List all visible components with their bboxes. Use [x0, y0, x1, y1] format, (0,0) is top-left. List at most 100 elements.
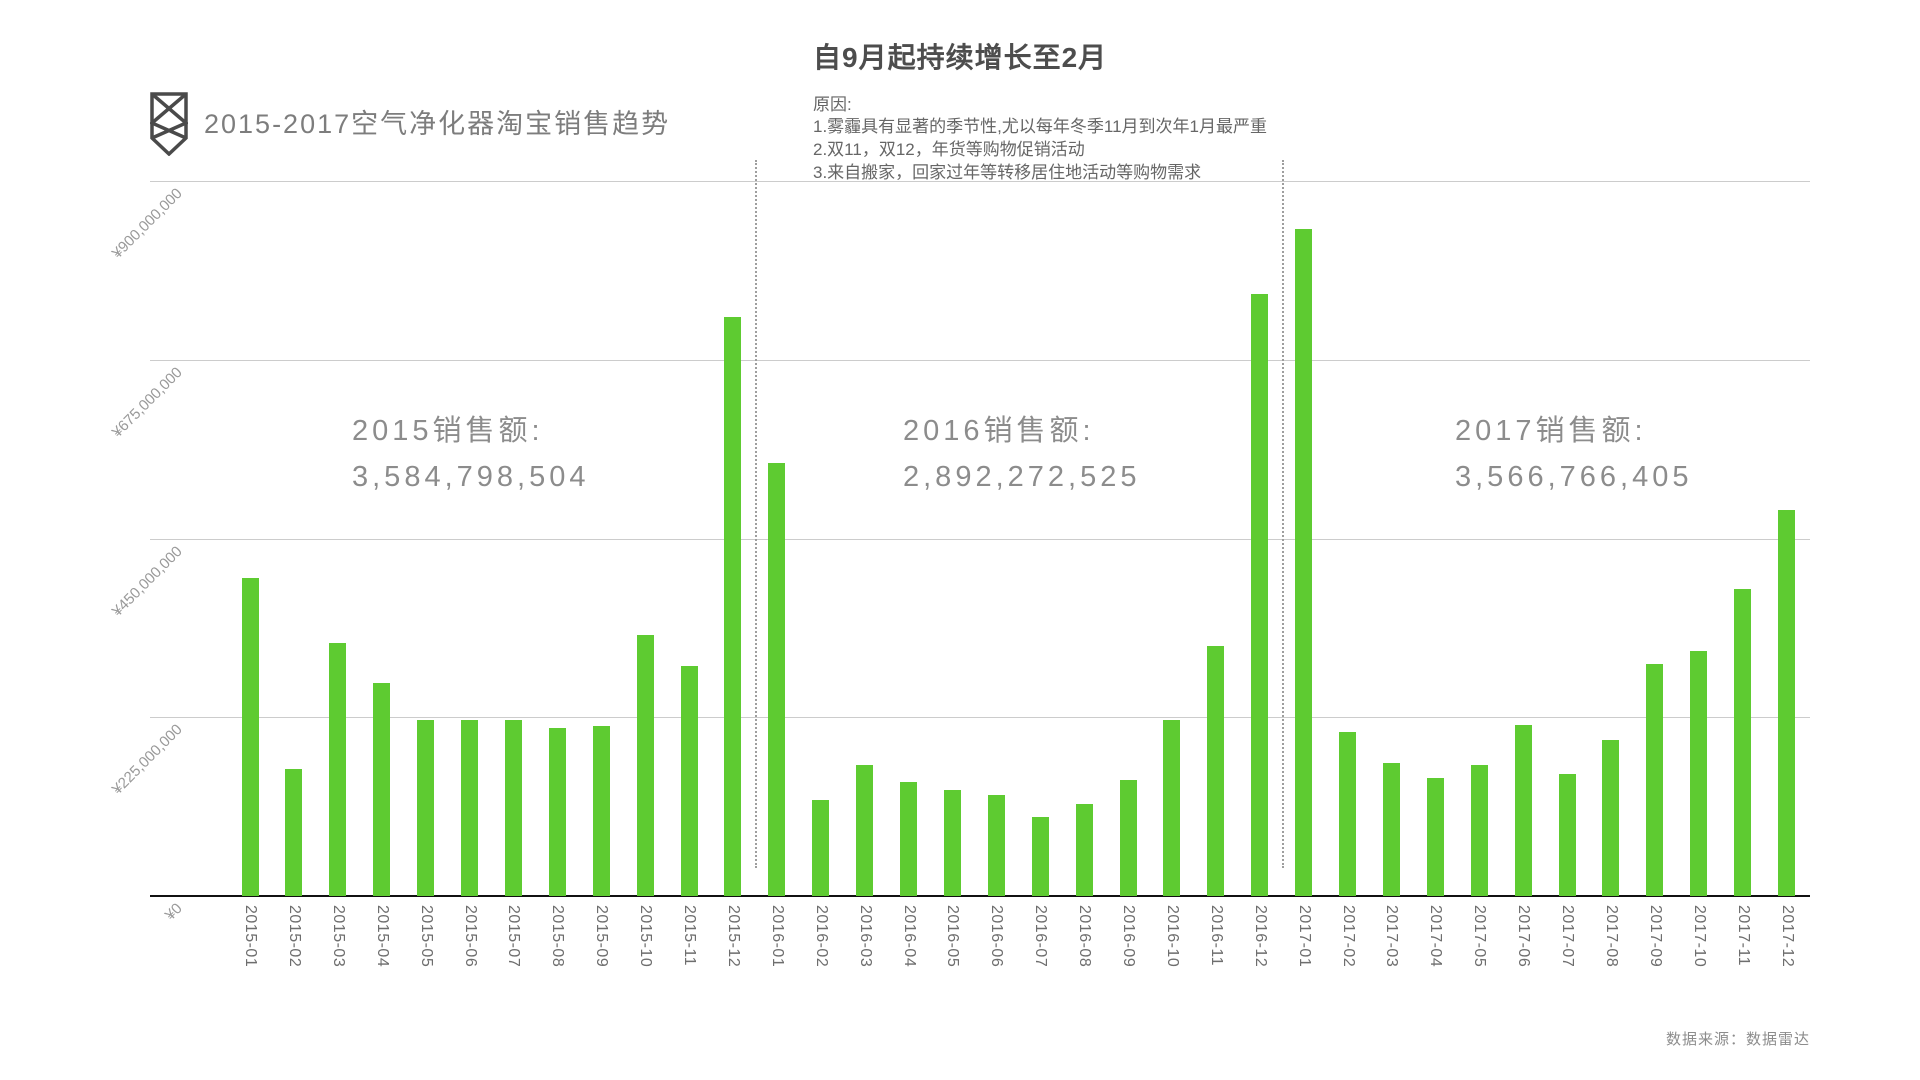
x-axis-label-2015-05: 2015-05	[417, 905, 435, 968]
x-axis-label-2015-06: 2015-06	[461, 905, 479, 968]
bar-2017-11[interactable]	[1734, 588, 1752, 896]
bar-2016-03[interactable]	[856, 764, 874, 896]
x-axis-label-2016-09: 2016-09	[1120, 905, 1137, 968]
x-axis-label-2016-01: 2016-01	[768, 905, 786, 968]
bar-2017-01[interactable]	[1295, 228, 1313, 896]
y-axis-label: ¥675,000,000	[109, 363, 187, 441]
x-axis-label-2016-11: 2016-11	[1207, 905, 1225, 967]
x-axis-label-2015-01: 2015-01	[242, 905, 259, 968]
year-separator-after-2016-12	[1281, 160, 1284, 868]
bar-2015-07[interactable]	[504, 719, 522, 896]
bar-2015-08[interactable]	[548, 727, 566, 896]
bar-2017-09[interactable]	[1646, 664, 1664, 896]
bar-2016-08[interactable]	[1075, 803, 1093, 896]
bar-2016-11[interactable]	[1207, 645, 1225, 896]
gridline-450m	[150, 538, 1810, 540]
bar-2016-06[interactable]	[987, 795, 1005, 896]
x-axis-label-2015-09: 2015-09	[593, 905, 611, 968]
x-axis-line	[150, 895, 1810, 897]
x-axis-label-2017-02: 2017-02	[1339, 905, 1357, 968]
gridline-225m	[150, 717, 1810, 719]
bar-2016-02[interactable]	[812, 799, 830, 896]
bar-2015-05[interactable]	[417, 719, 435, 896]
x-axis-label-2015-04: 2015-04	[373, 905, 391, 968]
bar-2015-04[interactable]	[373, 683, 391, 896]
x-axis-label-2015-03: 2015-03	[329, 905, 347, 968]
bar-2016-09[interactable]	[1119, 780, 1137, 896]
bar-2017-07[interactable]	[1558, 773, 1576, 896]
x-axis-label-2017-04: 2017-04	[1427, 905, 1445, 968]
bar-2016-07[interactable]	[1031, 816, 1049, 896]
x-axis-label-2017-06: 2017-06	[1515, 905, 1533, 968]
bar-2015-02[interactable]	[285, 768, 303, 896]
x-axis-label-2017-11: 2017-11	[1734, 905, 1752, 967]
bar-2017-03[interactable]	[1382, 762, 1400, 896]
bar-2015-10[interactable]	[636, 635, 654, 896]
bar-2015-06[interactable]	[461, 720, 478, 896]
year-total-2016-label: 2016销售额:	[903, 415, 1095, 447]
x-axis-label-2015-11: 2015-11	[681, 905, 698, 967]
year-total-2016: 2016销售额: 2,892,272,525	[903, 408, 1140, 500]
bar-2015-12[interactable]	[724, 316, 742, 896]
bar-2015-01[interactable]	[241, 578, 259, 896]
annotation-headline: 自9月起持续增长至2月	[813, 42, 1108, 73]
x-axis-label-2016-03: 2016-03	[856, 905, 874, 968]
x-axis-label-2016-10: 2016-10	[1163, 905, 1181, 968]
page-title: 2015-2017空气净化器淘宝销售趋势	[204, 109, 671, 139]
annotation-reason-3: 3.来自搬家，回家过年等转移居住地活动等购物需求	[813, 163, 1202, 182]
x-axis-label-2015-02: 2015-02	[285, 905, 303, 968]
x-axis-label-2017-08: 2017-08	[1602, 905, 1620, 968]
x-axis-label-2016-12: 2016-12	[1251, 905, 1269, 968]
bar-2015-03[interactable]	[329, 643, 347, 896]
annotation-reason-label: 原因:	[813, 95, 852, 114]
x-axis-label-2016-06: 2016-06	[988, 905, 1006, 968]
bar-2017-08[interactable]	[1602, 740, 1620, 896]
bar-2017-10[interactable]	[1690, 650, 1708, 896]
gridline-900m	[150, 181, 1810, 182]
year-total-2015-label: 2015销售额:	[352, 415, 544, 447]
x-axis-label-2017-05: 2017-05	[1471, 905, 1489, 968]
bar-2017-02[interactable]	[1339, 731, 1356, 896]
year-total-2016-value: 2,892,272,525	[903, 461, 1141, 493]
x-axis-label-2016-07: 2016-07	[1032, 905, 1050, 968]
year-separator-after-2015-12	[754, 160, 757, 868]
x-axis-label-2015-10: 2015-10	[637, 905, 655, 968]
x-axis-label-2017-07: 2017-07	[1559, 905, 1576, 968]
bar-2016-04[interactable]	[900, 781, 917, 896]
bar-2017-12[interactable]	[1778, 509, 1795, 896]
gridline-675m	[150, 359, 1810, 361]
bar-2015-09[interactable]	[592, 725, 610, 896]
year-total-2017-value: 3,566,766,405	[1455, 461, 1693, 493]
bar-2016-01[interactable]	[768, 463, 786, 896]
bar-2017-05[interactable]	[1470, 764, 1488, 896]
bar-2015-11[interactable]	[680, 665, 698, 896]
x-axis-label-2017-12: 2017-12	[1778, 905, 1796, 968]
bar-2016-12[interactable]	[1251, 293, 1269, 896]
year-total-2017-label: 2017销售额:	[1455, 415, 1647, 447]
y-axis-label: ¥900,000,000	[109, 185, 187, 262]
bar-2016-05[interactable]	[943, 790, 961, 896]
x-axis-label-2015-12: 2015-12	[724, 905, 742, 968]
annotation-reason-2: 2.双11，双12，年货等购物促销活动	[813, 140, 1085, 159]
bar-2016-10[interactable]	[1163, 719, 1181, 896]
brand-shield-logo	[150, 92, 188, 156]
x-axis-label-2016-05: 2016-05	[944, 905, 962, 968]
x-axis-label-2017-10: 2017-10	[1690, 905, 1708, 968]
data-source-note: 数据来源：数据雷达	[1665, 1031, 1810, 1048]
annotation-block: 自9月起持续增长至2月 原因: 1.雾霾具有显著的季节性,尤以每年冬季11月到次…	[813, 36, 1267, 184]
bar-2017-04[interactable]	[1426, 778, 1444, 896]
x-axis-label-2017-01: 2017-01	[1295, 905, 1313, 968]
x-axis-label-2016-02: 2016-02	[812, 905, 830, 968]
x-axis-label-2017-03: 2017-03	[1383, 905, 1401, 968]
x-axis-label-2015-07: 2015-07	[505, 905, 523, 968]
x-axis-label-2016-08: 2016-08	[1076, 905, 1094, 968]
bar-2017-06[interactable]	[1514, 725, 1532, 896]
annotation-reason-1: 1.雾霾具有显著的季节性,尤以每年冬季11月到次年1月最严重	[813, 117, 1268, 136]
year-total-2015: 2015销售额: 3,584,798,504	[352, 408, 589, 500]
y-axis-label: ¥0	[162, 900, 187, 924]
x-axis-label-2015-08: 2015-08	[549, 905, 567, 968]
year-total-2017: 2017销售额: 3,566,766,405	[1455, 408, 1692, 500]
y-axis-label: ¥225,000,000	[109, 721, 187, 799]
